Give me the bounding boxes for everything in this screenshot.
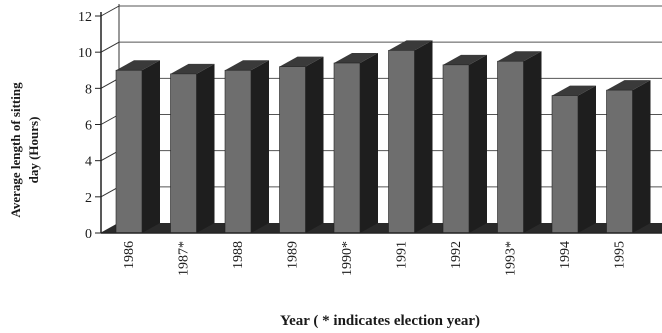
bar-top bbox=[334, 53, 378, 64]
y-tick-label: 2 bbox=[85, 191, 92, 206]
bar-top bbox=[443, 54, 487, 65]
x-tick-label: 1986 bbox=[122, 241, 137, 269]
bar bbox=[170, 63, 215, 234]
bar-front bbox=[115, 69, 143, 234]
bar-side bbox=[360, 53, 378, 234]
y-tick-label: 0 bbox=[85, 227, 92, 242]
bar-side bbox=[523, 51, 542, 234]
gridline-depth bbox=[100, 41, 120, 53]
gridline-depth bbox=[100, 5, 120, 17]
bar-side bbox=[305, 56, 324, 234]
chart-bars bbox=[115, 40, 651, 234]
bar-side bbox=[469, 54, 487, 234]
bar-top bbox=[170, 63, 215, 74]
x-tick-label: 1989 bbox=[286, 241, 301, 269]
x-tick-label: 1990* bbox=[340, 241, 355, 276]
bar-top bbox=[552, 85, 596, 96]
bar-front bbox=[279, 66, 306, 234]
bar bbox=[115, 60, 160, 234]
bar-front bbox=[551, 95, 579, 234]
x-axis-tick-labels: 1986 1987* 1988 1989 1990* 1991 1992 1993* 1994 1… bbox=[122, 241, 628, 276]
x-tick-label: 1991 bbox=[395, 241, 410, 269]
bar-side bbox=[632, 80, 651, 234]
bar bbox=[333, 53, 378, 234]
bar bbox=[497, 51, 542, 234]
bar-side bbox=[578, 85, 596, 233]
y-axis-label-line1: Average length of sitting bbox=[8, 82, 23, 218]
bar-top bbox=[497, 51, 542, 62]
y-axis: 0 2 4 6 8 10 12 bbox=[78, 10, 662, 242]
bar-side bbox=[251, 60, 269, 233]
x-tick-label: 1992 bbox=[449, 241, 464, 269]
bar bbox=[224, 60, 269, 234]
bar-front bbox=[170, 73, 197, 234]
y-tick-label: 6 bbox=[85, 119, 92, 134]
bar bbox=[442, 54, 487, 234]
x-tick-label: 1988 bbox=[231, 241, 246, 269]
bar-front bbox=[442, 64, 470, 234]
x-axis-label: Year ( * indicates election year) bbox=[280, 313, 480, 329]
bar-front bbox=[388, 50, 415, 234]
x-tick-label: 1993* bbox=[504, 241, 519, 276]
bar-top bbox=[606, 80, 651, 91]
bar-side bbox=[414, 40, 433, 233]
bar-front bbox=[224, 69, 252, 234]
bar bbox=[606, 80, 651, 234]
bar-top bbox=[388, 40, 433, 51]
bar-side bbox=[142, 60, 160, 233]
bar bbox=[551, 85, 596, 234]
bar bbox=[388, 40, 433, 234]
y-tick-label: 10 bbox=[78, 46, 92, 61]
bar-top bbox=[225, 60, 269, 71]
y-axis-label-line2: day (Hours) bbox=[26, 117, 41, 184]
bar-side bbox=[196, 63, 215, 233]
y-tick-label: 12 bbox=[78, 10, 92, 25]
bar-front bbox=[606, 89, 633, 234]
x-tick-label: 1994 bbox=[558, 241, 573, 269]
x-tick-label: 1995 bbox=[613, 241, 628, 269]
y-tick-label: 8 bbox=[85, 82, 92, 97]
bar-top bbox=[116, 60, 160, 71]
x-tick-label: 1987* bbox=[177, 241, 192, 276]
bar bbox=[279, 56, 324, 234]
bar-front bbox=[333, 62, 361, 234]
bar-front bbox=[497, 60, 524, 234]
bar-top bbox=[279, 56, 324, 67]
y-tick-label: 4 bbox=[85, 155, 92, 170]
